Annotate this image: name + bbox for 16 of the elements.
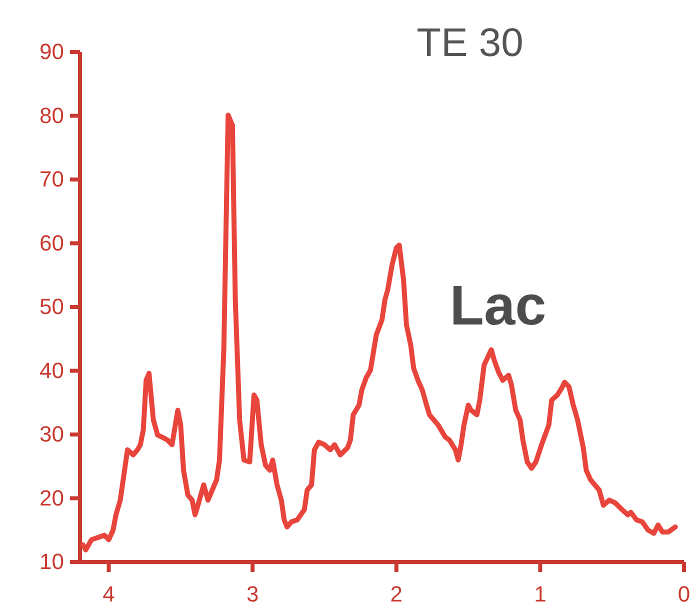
- x-tick-label: 3: [246, 582, 259, 607]
- x-tick-label: 0: [678, 582, 690, 607]
- x-tick-label: 4: [102, 582, 115, 607]
- y-tick-label: 10: [40, 549, 64, 574]
- y-tick-label: 90: [40, 39, 64, 64]
- y-tick-label: 40: [40, 358, 64, 383]
- x-tick-label: 2: [390, 582, 403, 607]
- chart-title: TE 30: [416, 21, 524, 65]
- y-tick-label: 30: [40, 422, 64, 447]
- y-tick-label: 50: [40, 294, 64, 320]
- y-tick-label: 60: [40, 230, 64, 256]
- y-tick-label: 80: [40, 102, 64, 128]
- x-tick-label: 1: [534, 582, 546, 607]
- y-tick-label: 70: [40, 166, 64, 192]
- y-tick-label: 20: [40, 485, 64, 510]
- annotation: Lac: [450, 274, 546, 337]
